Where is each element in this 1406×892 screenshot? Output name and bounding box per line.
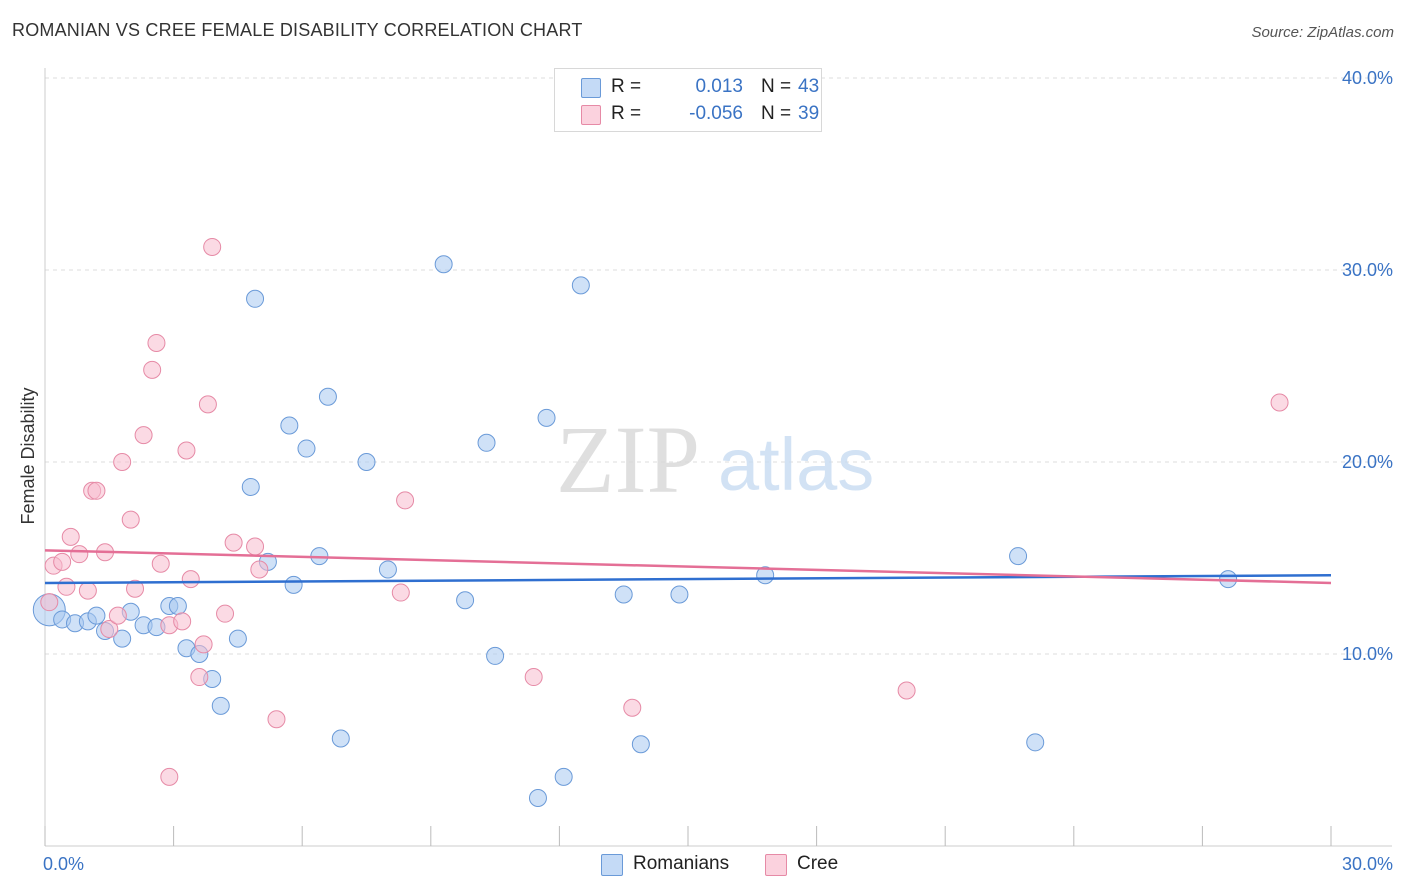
- romanian-point: [284, 575, 303, 594]
- cree-point: [134, 426, 153, 445]
- y-tick-label: 40.0%: [1342, 68, 1393, 88]
- x-tick-label: 30.0%: [1342, 854, 1393, 874]
- trend-layer: [44, 549, 1332, 585]
- cree-point: [121, 510, 140, 529]
- n-label: N =: [761, 76, 792, 97]
- axis-layer: 10.0% 20.0% 30.0% 40.0% 0.0% 30.0%: [43, 68, 1393, 874]
- cree-point: [224, 533, 243, 552]
- cree-point: [216, 604, 235, 623]
- cree-point: [190, 668, 209, 687]
- legend-item-romanians[interactable]: Romanians: [601, 852, 751, 876]
- source-label: Source: ZipAtlas.com: [1251, 24, 1394, 41]
- cree-point: [177, 441, 196, 460]
- cree-point: [108, 606, 127, 625]
- points-layer: [32, 237, 1289, 807]
- romanian-point: [486, 646, 505, 665]
- cree-point: [391, 583, 410, 602]
- romanian-point: [87, 606, 106, 625]
- cree-point: [897, 681, 916, 700]
- romanian-point: [477, 433, 496, 452]
- romanian-point: [331, 729, 350, 748]
- n-label: N =: [761, 103, 792, 124]
- romanian-point: [211, 696, 230, 715]
- romanian-point: [571, 276, 590, 295]
- cree-point: [143, 360, 162, 379]
- romanian-point: [168, 597, 187, 615]
- y-tick-label: 20.0%: [1342, 452, 1393, 472]
- romanian-point: [318, 387, 337, 406]
- cree-point: [173, 612, 192, 631]
- cree-point: [250, 560, 269, 579]
- cree-point: [524, 668, 543, 687]
- cree-point: [70, 545, 89, 564]
- cree-point: [53, 552, 72, 571]
- legend-swatch-cree: [765, 854, 787, 876]
- romanian-point: [280, 416, 299, 435]
- romanian-point: [378, 560, 397, 579]
- romanians-swatch: [581, 78, 601, 98]
- y-tick-label: 30.0%: [1342, 260, 1393, 280]
- cree-point: [78, 581, 97, 600]
- cree-point: [181, 570, 200, 589]
- romanian-point: [297, 439, 316, 458]
- cree-point: [160, 767, 179, 786]
- cree-point: [147, 333, 166, 352]
- cree-point: [40, 593, 59, 612]
- cree-point: [151, 554, 170, 573]
- y-axis-label: Female Disability: [18, 387, 38, 524]
- x-tick-label: 0.0%: [43, 854, 84, 874]
- cree-point: [57, 577, 76, 596]
- romanian-point: [1009, 547, 1028, 566]
- n-value: 39: [798, 103, 820, 124]
- r-label: R =: [611, 103, 642, 124]
- romanian-point: [241, 477, 260, 496]
- romanian-point: [670, 585, 689, 604]
- romanian-point: [1026, 733, 1045, 752]
- cree-point: [198, 395, 217, 414]
- chart-title: ROMANIAN VS CREE FEMALE DISABILITY CORRE…: [12, 20, 583, 40]
- cree-point: [87, 481, 106, 500]
- cree-point: [623, 698, 642, 717]
- romanian-point: [113, 629, 132, 648]
- cree-point: [396, 491, 415, 510]
- r-value: 0.013: [695, 76, 743, 97]
- cree-point: [267, 710, 286, 729]
- romanian-point: [434, 255, 453, 274]
- romanian-point: [246, 289, 265, 308]
- romanian-point: [554, 767, 573, 786]
- romanian-point: [631, 735, 650, 754]
- cree-point: [194, 635, 213, 654]
- legend-label-romanians: Romanians: [633, 853, 730, 874]
- legend-item-cree[interactable]: Cree: [765, 852, 855, 876]
- romanian-point: [537, 408, 556, 427]
- cree-point: [126, 579, 145, 598]
- romanian-point: [228, 629, 247, 648]
- correlation-stats-box: R = 0.013 N = 43 R = -0.056 N = 39: [554, 68, 822, 132]
- watermark-zip: ZIP: [556, 406, 700, 513]
- romanian-point: [614, 585, 633, 604]
- y-tick-label: 10.0%: [1342, 644, 1393, 664]
- cree-point: [203, 237, 222, 256]
- watermark-atlas: atlas: [718, 423, 874, 506]
- n-value: 43: [798, 76, 820, 97]
- legend-label-cree: Cree: [797, 853, 839, 874]
- cree-point: [100, 620, 119, 639]
- legend-swatch-romanians: [601, 854, 623, 876]
- cree-point: [246, 537, 265, 556]
- cree-point: [61, 527, 80, 546]
- cree-trend-line: [44, 549, 1332, 585]
- r-value: -0.056: [689, 103, 743, 124]
- cree-point: [113, 453, 132, 471]
- romanian-point: [528, 789, 547, 807]
- cree-point: [1270, 393, 1289, 412]
- romanian-point: [456, 591, 475, 610]
- romanian-point: [357, 453, 376, 471]
- cree-swatch: [581, 105, 601, 125]
- r-label: R =: [611, 76, 642, 97]
